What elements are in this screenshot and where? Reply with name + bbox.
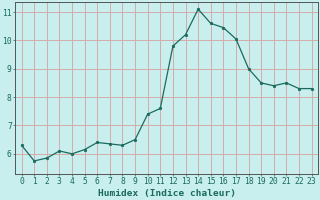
X-axis label: Humidex (Indice chaleur): Humidex (Indice chaleur) xyxy=(98,189,236,198)
